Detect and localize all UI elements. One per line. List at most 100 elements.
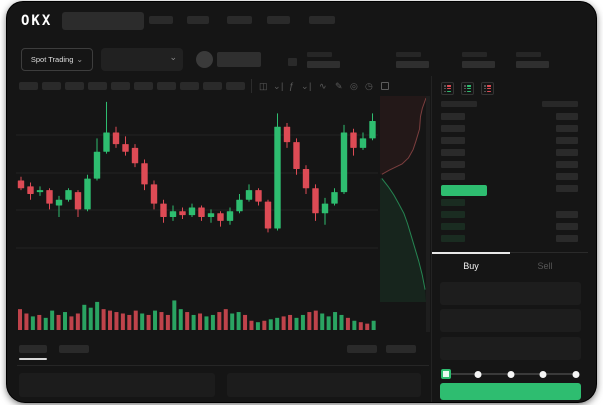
pair-select-dropdown[interactable]: ⌄ [101, 48, 183, 71]
slider-stop-dot[interactable] [507, 370, 514, 378]
bid-amount-skeleton[interactable] [556, 211, 578, 218]
nav-item-skeleton[interactable] [227, 16, 252, 24]
draw-icon[interactable]: ✎ [335, 81, 343, 91]
volume-bar [75, 313, 80, 330]
order-input-skeleton[interactable] [440, 309, 581, 332]
ask-price-skeleton[interactable] [441, 149, 465, 156]
favorite-icon[interactable] [288, 58, 297, 66]
market-mode-button[interactable]: Spot Trading ⌄ [21, 48, 93, 71]
history-icon[interactable]: ◷ [365, 81, 373, 91]
timeframe-button-skeleton[interactable] [88, 82, 107, 90]
candle-body [112, 132, 120, 145]
slider-stop-dot[interactable] [474, 370, 482, 378]
ask-price-skeleton[interactable] [441, 125, 465, 132]
ask-amount-skeleton[interactable] [556, 113, 578, 120]
toggle-row [464, 90, 471, 92]
stat-label-skeleton [307, 52, 332, 57]
bid-amount-skeleton[interactable] [556, 223, 578, 230]
bid-price-skeleton[interactable] [441, 223, 465, 230]
nav-item-skeleton[interactable] [149, 16, 173, 24]
book-buys-icon[interactable] [461, 82, 474, 95]
ask-amount-skeleton[interactable] [556, 149, 578, 156]
ask-price-skeleton[interactable] [441, 161, 465, 168]
chevron-down-icon[interactable]: ⌄ [273, 81, 281, 91]
tab-sell[interactable]: Sell [537, 261, 553, 271]
ask-amount-skeleton[interactable] [556, 185, 578, 192]
timeframe-button-skeleton[interactable] [203, 82, 222, 90]
bid-price-skeleton[interactable] [441, 211, 465, 218]
volume-bar [30, 316, 35, 330]
chart-scroll-strip[interactable] [426, 96, 430, 332]
ask-price-skeleton[interactable] [441, 113, 465, 120]
camera-icon[interactable]: ◎ [350, 81, 358, 91]
volume-bar [223, 309, 228, 330]
timeframe-button-skeleton[interactable] [134, 82, 153, 90]
buy-submit-button[interactable] [440, 383, 581, 400]
stat-value-skeleton [396, 61, 429, 68]
chart-type-icon[interactable]: ◫ [259, 81, 268, 91]
bottom-action-skeleton[interactable] [386, 345, 416, 353]
ask-amount-skeleton[interactable] [556, 161, 578, 168]
timeframe-button-skeleton[interactable] [180, 82, 199, 90]
bid-price-skeleton[interactable] [441, 235, 465, 242]
candle-body [264, 201, 272, 229]
order-input-skeleton[interactable] [440, 337, 581, 360]
bottom-tab-skeleton[interactable] [19, 345, 47, 353]
slider-handle[interactable] [441, 369, 451, 379]
slider-stop-dot[interactable] [572, 370, 580, 378]
book-sells-icon[interactable] [481, 82, 494, 95]
candle-body [198, 207, 205, 218]
search-input[interactable] [62, 12, 144, 30]
expand-icon[interactable] [381, 82, 389, 90]
amount-percent-slider[interactable] [441, 369, 580, 379]
timeframe-button-skeleton[interactable] [111, 82, 130, 90]
stat-value-skeleton [462, 61, 495, 68]
line-tool-icon[interactable]: ∿ [319, 81, 327, 91]
bottom-action-skeleton[interactable] [347, 345, 377, 353]
toggle-row [444, 90, 451, 92]
candle-body [160, 203, 167, 218]
candlestick-chart[interactable] [16, 96, 378, 294]
ask-amount-skeleton[interactable] [556, 125, 578, 132]
timeframe-button-skeleton[interactable] [42, 82, 61, 90]
timeframe-button-skeleton[interactable] [226, 82, 245, 90]
volume-bar [43, 317, 48, 330]
volume-bar [37, 314, 42, 330]
candle-body [141, 163, 148, 185]
volume-bar [140, 313, 145, 330]
ask-amount-skeleton[interactable] [556, 137, 578, 144]
nav-item-skeleton[interactable] [187, 16, 209, 24]
stat-value-skeleton [516, 61, 549, 68]
bid-price-skeleton[interactable] [441, 199, 465, 206]
chevron-down-icon[interactable]: ⌄ [301, 81, 309, 91]
candle-body [150, 184, 158, 204]
slider-stop-dot[interactable] [539, 370, 547, 378]
nav-item-skeleton[interactable] [309, 16, 335, 24]
timeframe-button-skeleton[interactable] [65, 82, 84, 90]
candle-body [302, 169, 310, 189]
candle-body [93, 151, 101, 179]
okx-logo[interactable]: OKX [21, 13, 53, 29]
volume-bar [69, 316, 74, 330]
bottom-tab-skeleton[interactable] [59, 345, 89, 353]
candle-body [179, 211, 186, 216]
timeframe-button-skeleton[interactable] [19, 82, 38, 90]
candle-body [350, 132, 357, 148]
volume-bar [262, 320, 267, 330]
candle-body [55, 199, 63, 206]
ask-amount-skeleton[interactable] [556, 173, 578, 180]
book-both-icon[interactable] [441, 82, 454, 95]
volume-bar [198, 313, 203, 330]
bid-amount-skeleton[interactable] [556, 235, 578, 242]
timeframe-button-skeleton[interactable] [157, 82, 176, 90]
ask-price-skeleton[interactable] [441, 137, 465, 144]
volume-bar [358, 322, 363, 330]
tab-buy[interactable]: Buy [432, 252, 510, 278]
order-input-skeleton[interactable] [440, 282, 581, 305]
nav-item-skeleton[interactable] [267, 16, 290, 24]
indicator-icon[interactable]: ƒ [289, 81, 295, 91]
volume-bar [249, 320, 254, 330]
volume-bar [217, 312, 222, 330]
ask-price-skeleton[interactable] [441, 173, 465, 180]
volume-bar [24, 313, 29, 330]
